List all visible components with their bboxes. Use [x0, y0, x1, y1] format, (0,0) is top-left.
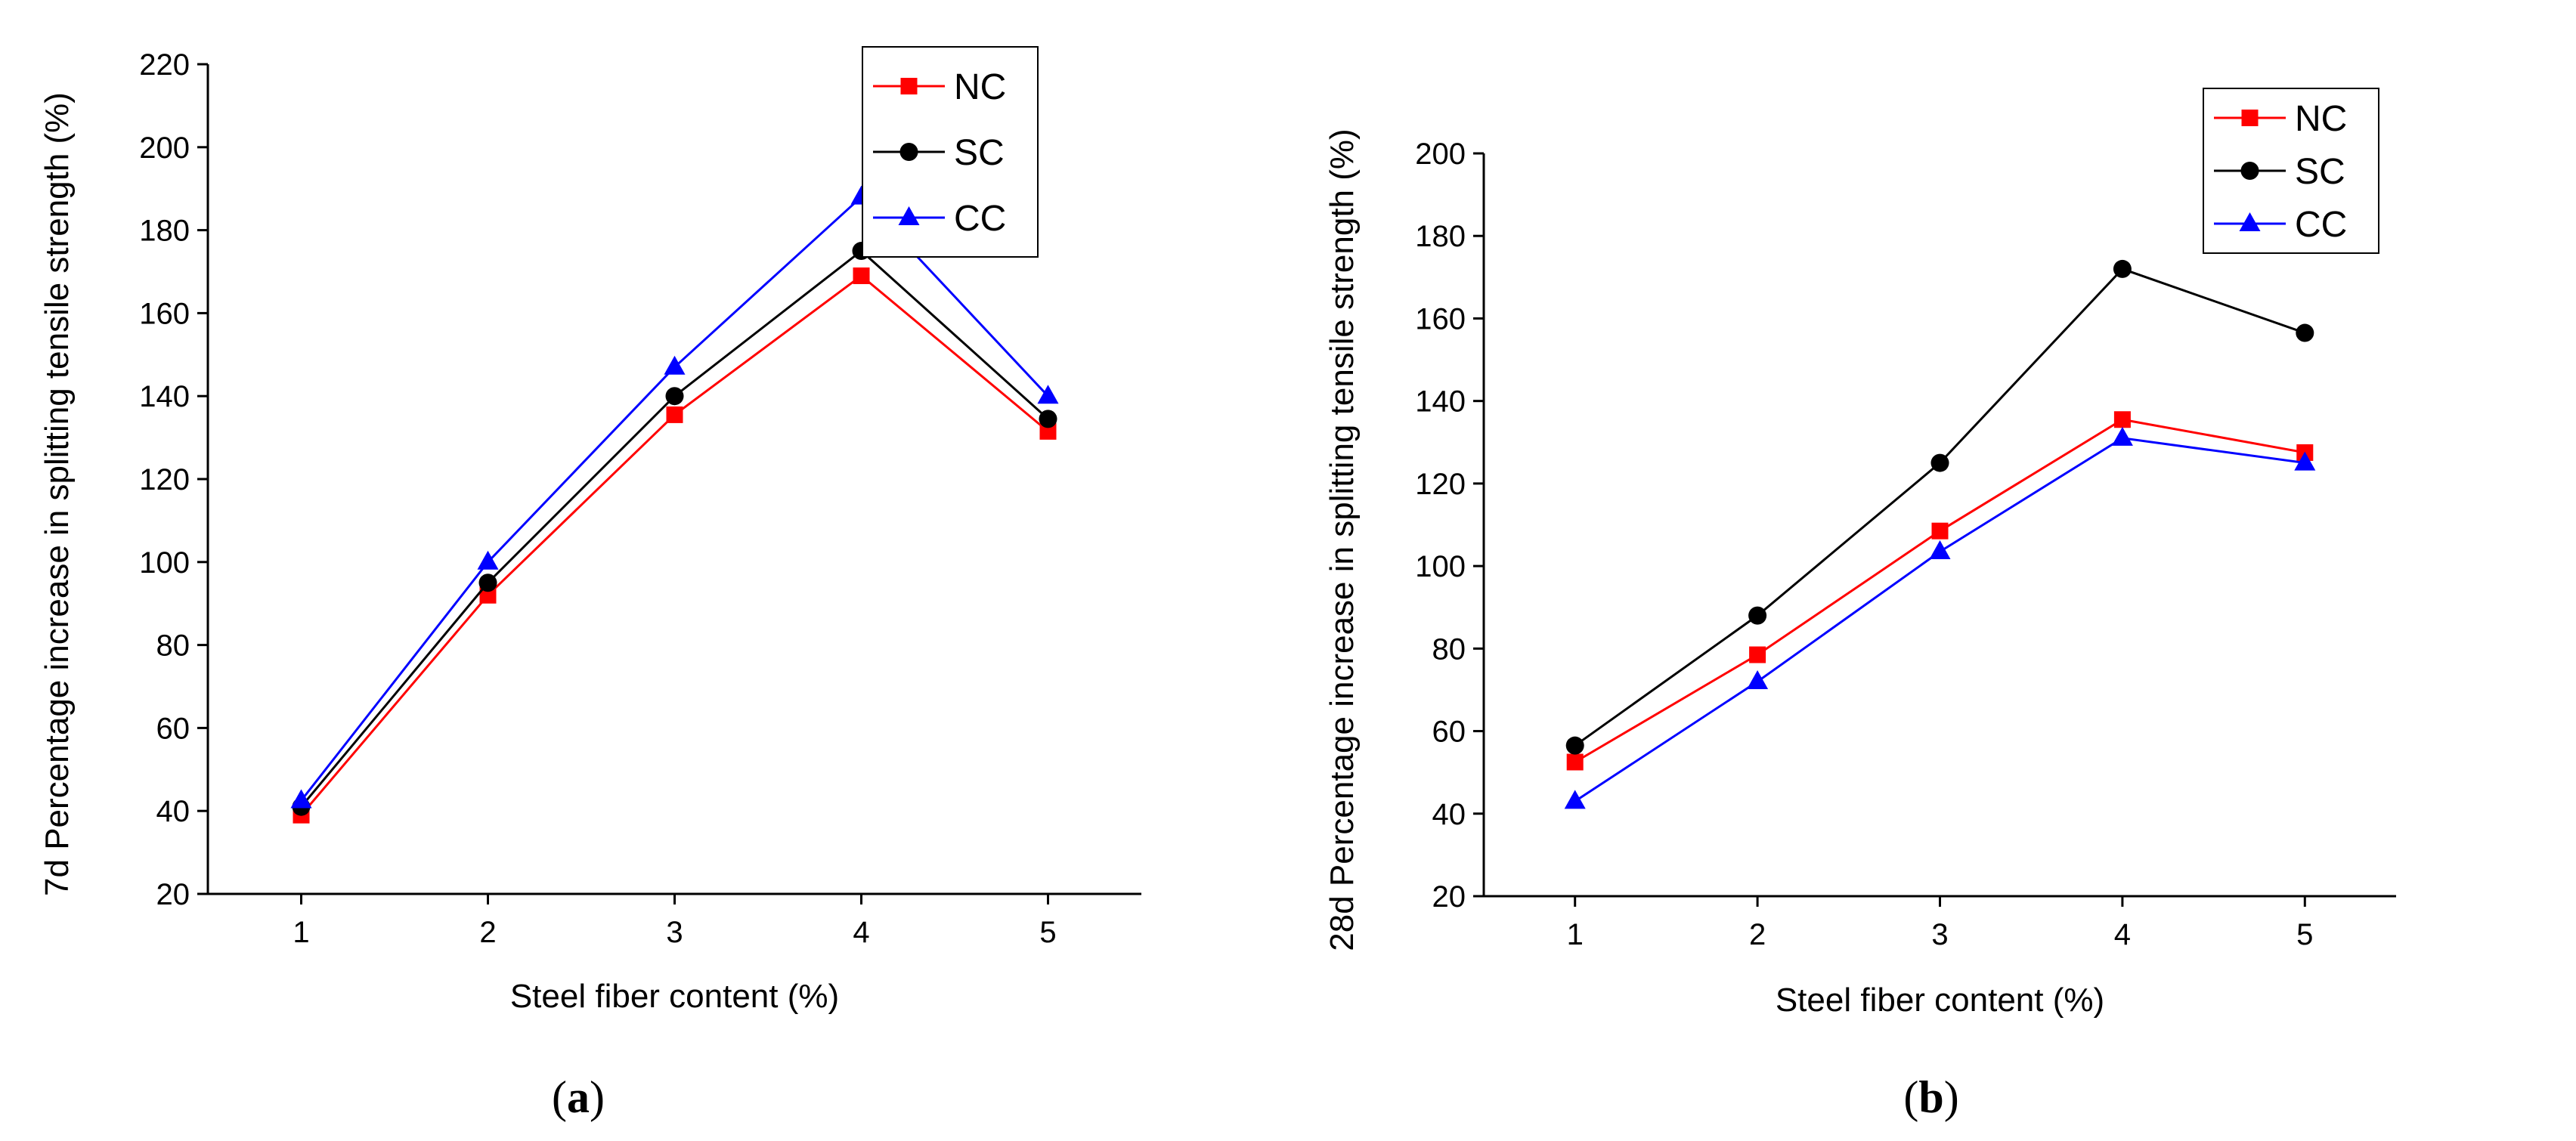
- legend-label-cc: CC: [954, 199, 1006, 239]
- data-point-nc: [1931, 522, 1949, 540]
- y-tick-label: 60: [1432, 716, 1466, 749]
- legend-marker-nc: [2241, 110, 2259, 126]
- y-tick-label: 120: [139, 463, 190, 496]
- legend-label-cc: CC: [2295, 205, 2347, 245]
- data-point-sc: [2296, 323, 2314, 342]
- series-line-sc: [1574, 267, 2305, 747]
- x-axis-title: Steel fiber content (%): [510, 978, 839, 1015]
- legend-marker-nc: [900, 78, 918, 94]
- caption-letter: a: [567, 1072, 590, 1122]
- y-tick-label: 20: [1432, 880, 1466, 914]
- data-point-sc: [1565, 736, 1584, 755]
- x-tick-label: 5: [1039, 916, 1056, 949]
- data-point-sc: [1039, 410, 1057, 428]
- y-tick-label: 120: [1415, 468, 1466, 501]
- data-point-sc: [1748, 606, 1767, 625]
- y-tick-label: 100: [1415, 550, 1466, 583]
- x-axis-title: Steel fiber content (%): [1776, 982, 2104, 1019]
- y-tick-label: 220: [139, 48, 190, 82]
- y-tick-label: 200: [139, 131, 190, 165]
- series-line-cc: [1574, 437, 2305, 802]
- legend-label-sc: SC: [2295, 152, 2345, 192]
- data-point-cc: [1037, 385, 1059, 404]
- legend-marker-sc: [2240, 162, 2259, 180]
- data-point-nc: [479, 586, 497, 604]
- y-tick-label: 40: [1432, 798, 1466, 831]
- x-tick-label: 5: [2296, 918, 2313, 951]
- x-tick-label: 4: [853, 916, 869, 949]
- y-axis-title: 7d Percentage increase in splitting tens…: [39, 92, 76, 896]
- y-tick-label: 100: [139, 546, 190, 580]
- caption-close-paren: ): [1944, 1072, 1959, 1122]
- y-tick-label: 160: [1415, 302, 1466, 335]
- legend-label-nc: NC: [2295, 99, 2347, 139]
- legend-label-sc: SC: [954, 133, 1005, 173]
- data-point-nc: [1039, 422, 1057, 440]
- y-tick-label: 80: [1432, 632, 1466, 666]
- panel-caption: (a): [552, 1072, 605, 1122]
- legend: NC SC CC: [862, 46, 1039, 258]
- legend-marker-cc: [2239, 212, 2261, 231]
- legend: NC SC CC: [2203, 88, 2379, 254]
- y-tick-label: 200: [1415, 138, 1466, 171]
- data-point-nc: [1749, 646, 1766, 663]
- panel-caption: (b): [1903, 1072, 1958, 1122]
- y-tick-label: 180: [1415, 220, 1466, 253]
- data-point-nc: [2113, 411, 2131, 428]
- caption-close-paren: ): [590, 1072, 605, 1122]
- x-tick-label: 2: [1749, 918, 1766, 951]
- y-tick-label: 20: [156, 878, 190, 911]
- chart-panel-b: 20 40 60 80 100 120 140 160 180 200 1 2 3 4 5 Steel fib…: [1324, 88, 2396, 1122]
- y-tick-label: 60: [156, 712, 190, 745]
- series-line-cc: [300, 195, 1049, 802]
- data-point-nc: [666, 406, 683, 423]
- caption-open-paren: (: [552, 1072, 567, 1122]
- x-tick-label: 4: [2114, 918, 2131, 951]
- series-line-sc: [300, 249, 1049, 808]
- data-point-cc: [1747, 670, 1769, 690]
- x-tick-label: 2: [479, 916, 496, 949]
- data-point-sc: [665, 387, 684, 406]
- data-point-cc: [664, 355, 686, 375]
- x-tick-label: 1: [1567, 918, 1584, 951]
- y-tick-label: 180: [139, 215, 190, 248]
- data-point-sc: [2113, 259, 2132, 278]
- caption-open-paren: (: [1903, 1072, 1918, 1122]
- legend-marker-cc: [898, 206, 920, 225]
- data-point-sc: [478, 574, 497, 592]
- data-point-cc: [1929, 540, 1951, 559]
- y-axis-title: 28d Percentage increase in splitting ten…: [1324, 128, 1361, 951]
- x-tick-label: 1: [293, 916, 309, 949]
- x-tick-label: 3: [666, 916, 683, 949]
- legend-marker-sc: [899, 143, 918, 161]
- y-tick-label: 140: [1415, 385, 1466, 419]
- data-point-nc: [1566, 753, 1584, 771]
- y-tick-label: 80: [156, 629, 190, 663]
- data-point-cc: [2111, 426, 2133, 446]
- data-point-cc: [2294, 451, 2316, 471]
- y-tick-label: 140: [139, 380, 190, 413]
- x-tick-label: 3: [1931, 918, 1948, 951]
- data-point-cc: [1564, 790, 1586, 809]
- legend-label-nc: NC: [954, 67, 1006, 107]
- data-point-sc: [1930, 453, 1949, 472]
- y-tick-label: 40: [156, 795, 190, 828]
- y-tick-label: 160: [139, 297, 190, 330]
- data-point-nc: [853, 267, 870, 284]
- data-point-cc: [290, 789, 312, 809]
- data-point-cc: [477, 550, 499, 570]
- chart-panel-a: 20 40 60 80 100 120 140 160 180 200 220 1 2 3 4 5 Steel …: [39, 46, 1141, 1122]
- caption-letter: b: [1918, 1072, 1943, 1122]
